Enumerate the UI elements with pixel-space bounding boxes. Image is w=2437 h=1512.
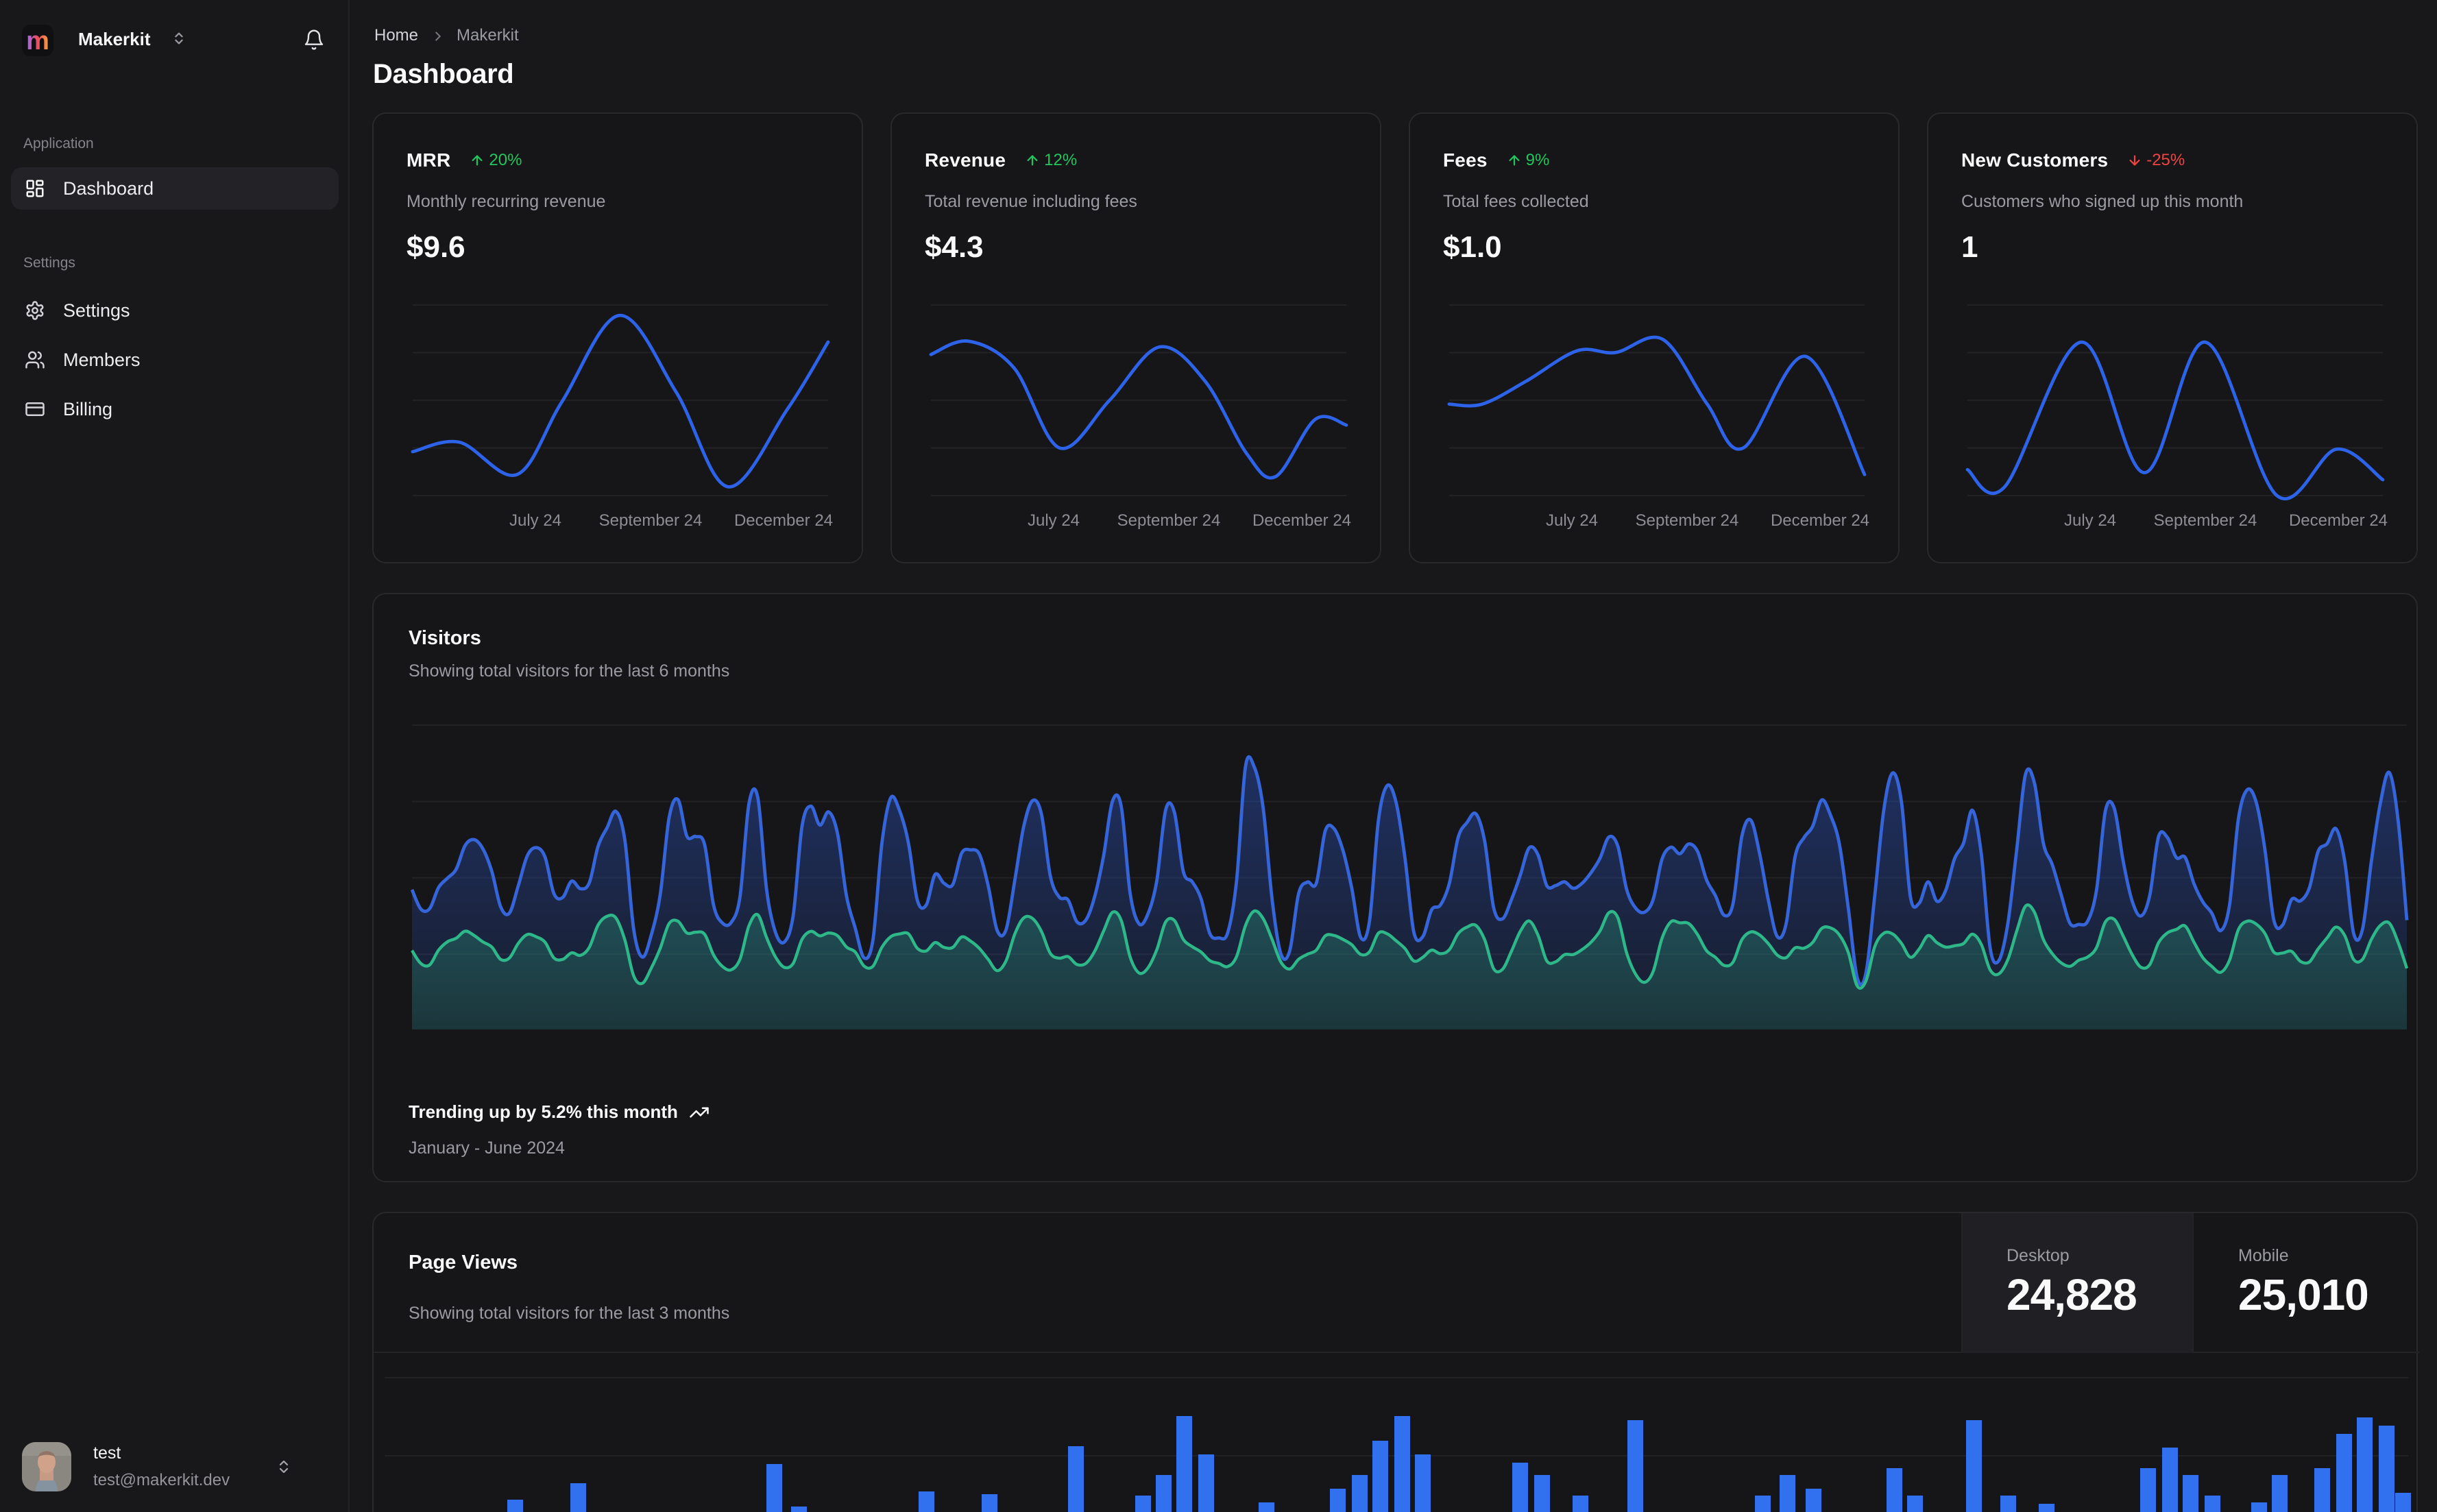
svg-text:m: m [26,27,49,56]
